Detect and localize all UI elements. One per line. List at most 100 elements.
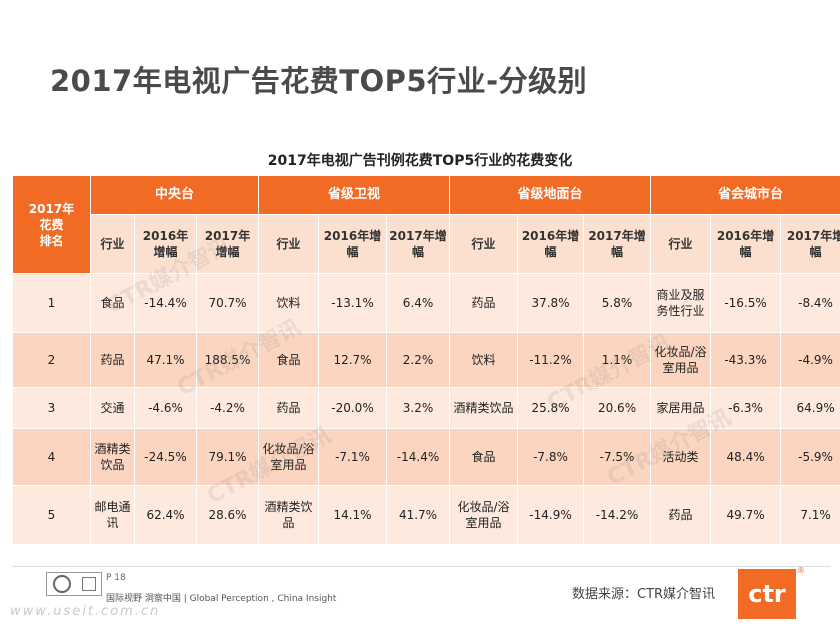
subheader-industry: 行业: [258, 214, 319, 274]
growth-2016-cell: 37.8%: [517, 273, 585, 333]
industry-cell: 邮电通讯: [90, 485, 135, 545]
growth-2016-cell: -20.0%: [318, 387, 387, 429]
footer-slogan: 国际视野 洞察中国 | Global Perception , China In…: [106, 594, 337, 604]
rank-cell: 1: [12, 273, 91, 333]
growth-2016-cell: -14.4%: [134, 273, 197, 333]
growth-2017-cell: 79.1%: [196, 428, 259, 486]
industry-cell: 酒精类饮品: [258, 485, 319, 545]
rank-cell: 5: [12, 485, 91, 545]
growth-2017-cell: 188.5%: [196, 332, 259, 388]
rank-header: 2017年 花费 排名: [12, 175, 91, 274]
growth-2017-cell: 64.9%: [780, 387, 840, 429]
growth-2017-cell: 5.8%: [583, 273, 652, 333]
subheader-2017-growth: 2017年增幅: [583, 214, 652, 274]
growth-2017-cell: -4.2%: [196, 387, 259, 429]
growth-2016-cell: 49.7%: [710, 485, 782, 545]
industry-spend-table: 2017年 花费 排名 中央台 省级卫视 省级地面台 省会城市台 行业 2016…: [12, 175, 840, 545]
growth-2017-cell: 70.7%: [196, 273, 259, 333]
industry-cell: 食品: [90, 273, 135, 333]
group-header-cctv: 中央台: [90, 175, 259, 215]
growth-2017-cell: 7.1%: [780, 485, 840, 545]
page-number: P 18: [106, 573, 126, 583]
industry-cell: 化妆品/浴室用品: [449, 485, 519, 545]
growth-2017-cell: 2.2%: [385, 332, 451, 388]
industry-cell: 饮料: [258, 273, 319, 333]
rank-cell: 4: [12, 428, 91, 486]
footer-divider: [12, 566, 830, 567]
growth-2017-cell: 20.6%: [583, 387, 652, 429]
growth-2016-cell: -14.9%: [517, 485, 585, 545]
subheader-industry: 行业: [449, 214, 519, 274]
table-row: 3 交通 -4.6% -4.2% 药品 -20.0% 3.2% 酒精类饮品 25.8% 20.6%…: [12, 387, 840, 429]
growth-2017-cell: -14.4%: [385, 428, 451, 486]
data-source: 数据来源：CTR媒介智讯: [572, 587, 716, 602]
growth-2017-cell: -7.5%: [583, 428, 652, 486]
growth-2017-cell: 28.6%: [196, 485, 259, 545]
industry-cell: 酒精类饮品: [449, 387, 519, 429]
growth-2016-cell: 48.4%: [710, 428, 782, 486]
growth-2016-cell: -7.1%: [318, 428, 387, 486]
subheader-2017-growth: 2017年增幅: [780, 214, 840, 274]
growth-2016-cell: 12.7%: [318, 332, 387, 388]
site-watermark: www.useit.com.cn: [10, 604, 161, 619]
subheader-2017-growth: 2017年增幅: [196, 214, 259, 274]
growth-2016-cell: 25.8%: [517, 387, 585, 429]
subheader-2017-growth: 2017年增幅: [385, 214, 451, 274]
group-header-provincial-terrestrial: 省级地面台: [449, 175, 652, 215]
growth-2016-cell: -24.5%: [134, 428, 197, 486]
growth-2016-cell: 14.1%: [318, 485, 387, 545]
growth-2016-cell: -6.3%: [710, 387, 782, 429]
table-row: 1 食品 -14.4% 70.7% 饮料 -13.1% 6.4% 药品 37.8% 5.8% 商业及…: [12, 273, 840, 333]
group-header-provincial-satellite: 省级卫视: [257, 175, 451, 215]
industry-cell: 家居用品: [650, 387, 712, 429]
rank-header-line: 排名: [39, 233, 64, 248]
growth-2016-cell: 62.4%: [134, 485, 197, 545]
industry-cell: 药品: [258, 387, 319, 429]
industry-cell: 药品: [650, 485, 712, 545]
industry-cell: 化妆品/浴室用品: [258, 428, 319, 486]
growth-2016-cell: -13.1%: [318, 273, 387, 333]
industry-cell: 化妆品/浴室用品: [650, 332, 712, 388]
growth-2016-cell: -43.3%: [710, 332, 782, 388]
industry-cell: 饮料: [449, 332, 519, 388]
certification-logos: [46, 572, 102, 596]
page-title: 2017年电视广告花费TOP5行业-分级别: [50, 64, 588, 98]
industry-cell: 药品: [90, 332, 135, 388]
subheader-2016-growth: 2016年增幅: [517, 214, 585, 274]
growth-2016-cell: -11.2%: [517, 332, 585, 388]
growth-2017-cell: 3.2%: [385, 387, 451, 429]
seal-icon: [52, 575, 71, 593]
industry-cell: 药品: [449, 273, 519, 333]
rank-cell: 3: [12, 387, 91, 429]
industry-cell: 食品: [449, 428, 519, 486]
growth-2017-cell: -14.2%: [583, 485, 652, 545]
growth-2016-cell: -7.8%: [517, 428, 585, 486]
table-row: 5 邮电通讯 62.4% 28.6% 酒精类饮品 14.1% 41.7% 化妆品/浴室用品 -1…: [12, 485, 840, 545]
industry-cell: 食品: [258, 332, 319, 388]
subheader-2016-growth: 2016年增幅: [318, 214, 387, 274]
rank-header-line: 花费: [39, 217, 64, 232]
growth-2017-cell: -8.4%: [780, 273, 840, 333]
industry-cell: 交通: [90, 387, 135, 429]
industry-cell: 商业及服务性行业: [650, 273, 712, 333]
growth-2016-cell: -4.6%: [134, 387, 197, 429]
subheader-2016-growth: 2016年增幅: [710, 214, 782, 274]
industry-cell: 活动类: [650, 428, 712, 486]
growth-2016-cell: 47.1%: [134, 332, 197, 388]
table-caption: 2017年电视广告刊例花费TOP5行业的花费变化: [267, 153, 573, 169]
rank-header-line: 2017年: [28, 201, 75, 216]
subheader-industry: 行业: [650, 214, 712, 274]
ctr-logo: ctr: [738, 569, 796, 619]
growth-2017-cell: -4.9%: [780, 332, 840, 388]
table-row: 4 酒精类饮品 -24.5% 79.1% 化妆品/浴室用品 -7.1% -14.4% 食品 -7…: [12, 428, 840, 486]
growth-2017-cell: 41.7%: [385, 485, 451, 545]
growth-2016-cell: -16.5%: [710, 273, 782, 333]
registered-mark: ®: [797, 566, 805, 575]
group-header-capital-city: 省会城市台: [650, 175, 840, 215]
subheader-industry: 行业: [90, 214, 135, 274]
table-row: 2 药品 47.1% 188.5% 食品 12.7% 2.2% 饮料 -11.2% 1.1% 化妆品…: [12, 332, 840, 388]
growth-2017-cell: 6.4%: [385, 273, 451, 333]
growth-2017-cell: 1.1%: [583, 332, 652, 388]
growth-2017-cell: -5.9%: [780, 428, 840, 486]
certificate-icon: [81, 577, 96, 591]
